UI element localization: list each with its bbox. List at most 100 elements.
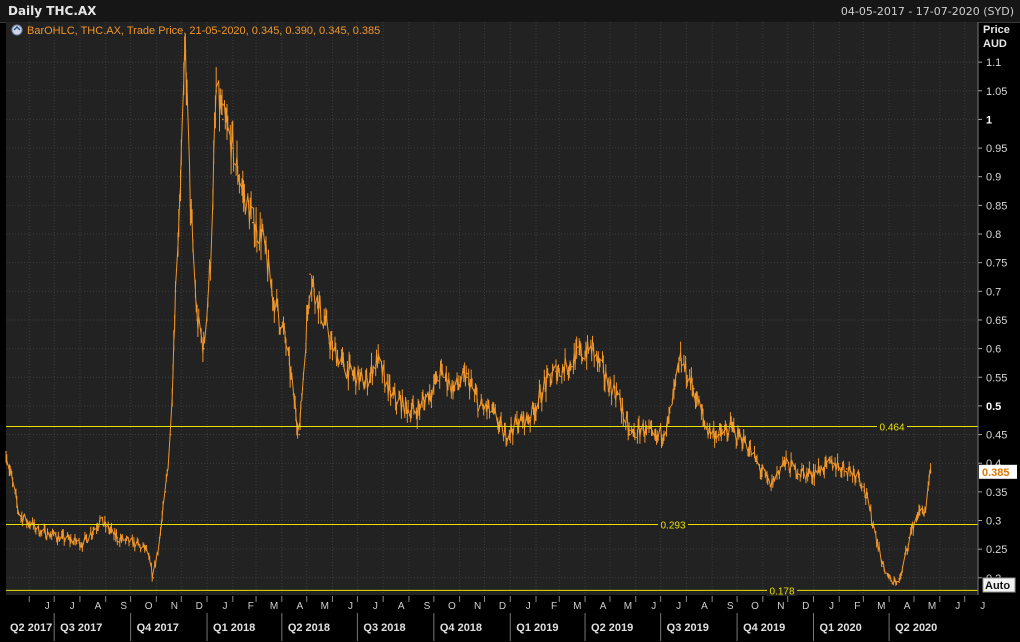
quarter-label: Q2 2020 xyxy=(895,622,937,634)
data-point xyxy=(503,433,506,436)
horizontal-lines[interactable]: 0.464 0.293 0.178 xyxy=(6,420,978,598)
horizontal-line-label-bg xyxy=(767,584,797,597)
data-point xyxy=(591,347,594,350)
data-point xyxy=(516,422,519,424)
data-point xyxy=(769,485,772,487)
data-point xyxy=(542,387,545,390)
data-point xyxy=(169,433,172,436)
y-tick-label: 0.35 xyxy=(986,487,1007,499)
data-point xyxy=(292,393,295,396)
data-point xyxy=(309,273,311,275)
data-point xyxy=(924,508,927,510)
data-point xyxy=(529,416,532,419)
data-point xyxy=(743,439,746,442)
price-series xyxy=(5,33,932,586)
chart-settings-icon-glyph xyxy=(13,26,21,31)
data-point xyxy=(452,387,455,390)
data-point xyxy=(209,261,212,264)
data-point xyxy=(184,49,187,52)
data-point xyxy=(241,187,243,189)
auto-scale-button-bg xyxy=(982,577,1016,593)
month-label: M xyxy=(270,601,278,612)
date-range: 04-05-2017 - 17-07-2020 (SYD) xyxy=(840,5,1014,18)
y-tick-label: 0.8 xyxy=(986,229,1001,241)
data-point xyxy=(832,462,835,465)
y-axis: 1.1 1.05 1 0.95 0.9 0.85 0.8 0.75 0.7 0.65 0.6 0.55… xyxy=(977,22,1007,595)
data-point xyxy=(18,513,21,516)
data-point xyxy=(899,577,902,579)
data-point xyxy=(376,359,379,361)
horizontal-line-label: 0.178 xyxy=(769,586,794,597)
month-label: J xyxy=(676,601,681,612)
y-tick-label: 0.45 xyxy=(986,430,1007,442)
month-label: S xyxy=(424,601,431,612)
month-label: O xyxy=(751,601,759,612)
data-point xyxy=(654,439,657,442)
legend[interactable]: BarOHLC, THC.AX, Trade Price, 21-05-2020… xyxy=(11,24,380,37)
month-label: S xyxy=(120,601,127,612)
quarter-label: Q2 2018 xyxy=(288,622,330,634)
data-point xyxy=(845,468,848,470)
data-point xyxy=(781,462,784,465)
data-point xyxy=(116,536,119,539)
data-point xyxy=(261,233,263,235)
y-tick-label: 1.05 xyxy=(986,86,1007,98)
month-label: S xyxy=(727,601,734,612)
month-label: J xyxy=(526,601,531,612)
data-point xyxy=(402,405,404,407)
data-point xyxy=(642,428,644,430)
auto-scale-label: Auto xyxy=(985,580,1010,592)
month-label: M xyxy=(321,601,329,612)
month-label: A xyxy=(296,601,303,612)
data-point xyxy=(152,577,154,579)
data-point xyxy=(284,336,286,338)
data-point xyxy=(874,531,876,533)
window-title-bar: Daily THC.AX 04-05-2017 - 17-07-2020 (SY… xyxy=(0,0,1020,23)
legend-text: BarOHLC, THC.AX, Trade Price, 21-05-2020… xyxy=(27,25,380,37)
month-label: J xyxy=(348,601,353,612)
data-point xyxy=(693,387,695,390)
month-label: M xyxy=(573,601,581,612)
auto-scale-button[interactable]: Auto xyxy=(982,577,1016,593)
data-point xyxy=(578,353,581,356)
y-tick-label: 0.55 xyxy=(986,372,1007,384)
data-point xyxy=(415,410,418,413)
data-point xyxy=(565,365,568,367)
price-axis-title: Price xyxy=(983,24,1010,36)
data-point xyxy=(158,536,161,539)
month-label: J xyxy=(955,601,960,612)
month-label: F xyxy=(854,601,860,612)
data-point xyxy=(916,513,919,516)
month-label: J xyxy=(373,601,378,612)
month-label: A xyxy=(701,601,708,612)
data-point xyxy=(705,428,708,430)
data-point xyxy=(466,376,468,379)
data-point xyxy=(440,370,443,373)
data-point xyxy=(40,531,42,533)
quarter-label: Q3 2018 xyxy=(363,622,405,634)
x-axis: J J A S O N D J F M A M J J A S O N D J F M A M J J A S O N D J F M A M J J Q2… xyxy=(0,596,1020,642)
data-point xyxy=(718,433,721,436)
chart-settings-icon[interactable] xyxy=(11,24,23,36)
data-point xyxy=(174,290,177,293)
last-price-label: 0.385 xyxy=(982,467,1010,479)
month-label: O xyxy=(145,601,153,612)
quarter-label: Q1 2020 xyxy=(820,622,862,634)
data-point xyxy=(806,473,809,476)
month-label: F xyxy=(248,601,254,612)
quarter-label: Q3 2019 xyxy=(667,622,709,634)
month-label: A xyxy=(600,601,607,612)
data-point xyxy=(202,347,205,350)
data-point xyxy=(164,491,167,493)
month-label: J xyxy=(651,601,656,612)
quarter-label: Q3 2017 xyxy=(60,622,102,634)
data-point xyxy=(604,376,606,379)
price-chart[interactable]: 0.464 0.293 0.178 1.1 1.05 1 0.95 0.9 0.85 0.8 0.… xyxy=(0,22,1020,642)
y-tick-label: 0.65 xyxy=(986,315,1007,327)
data-point xyxy=(60,536,63,539)
y-tick-label: 0.25 xyxy=(986,544,1007,556)
month-label: D xyxy=(802,601,809,612)
y-tick-label: 0.85 xyxy=(986,200,1007,212)
quarter-label: Q4 2018 xyxy=(440,622,482,634)
horizontal-line-label-bg xyxy=(658,518,688,531)
